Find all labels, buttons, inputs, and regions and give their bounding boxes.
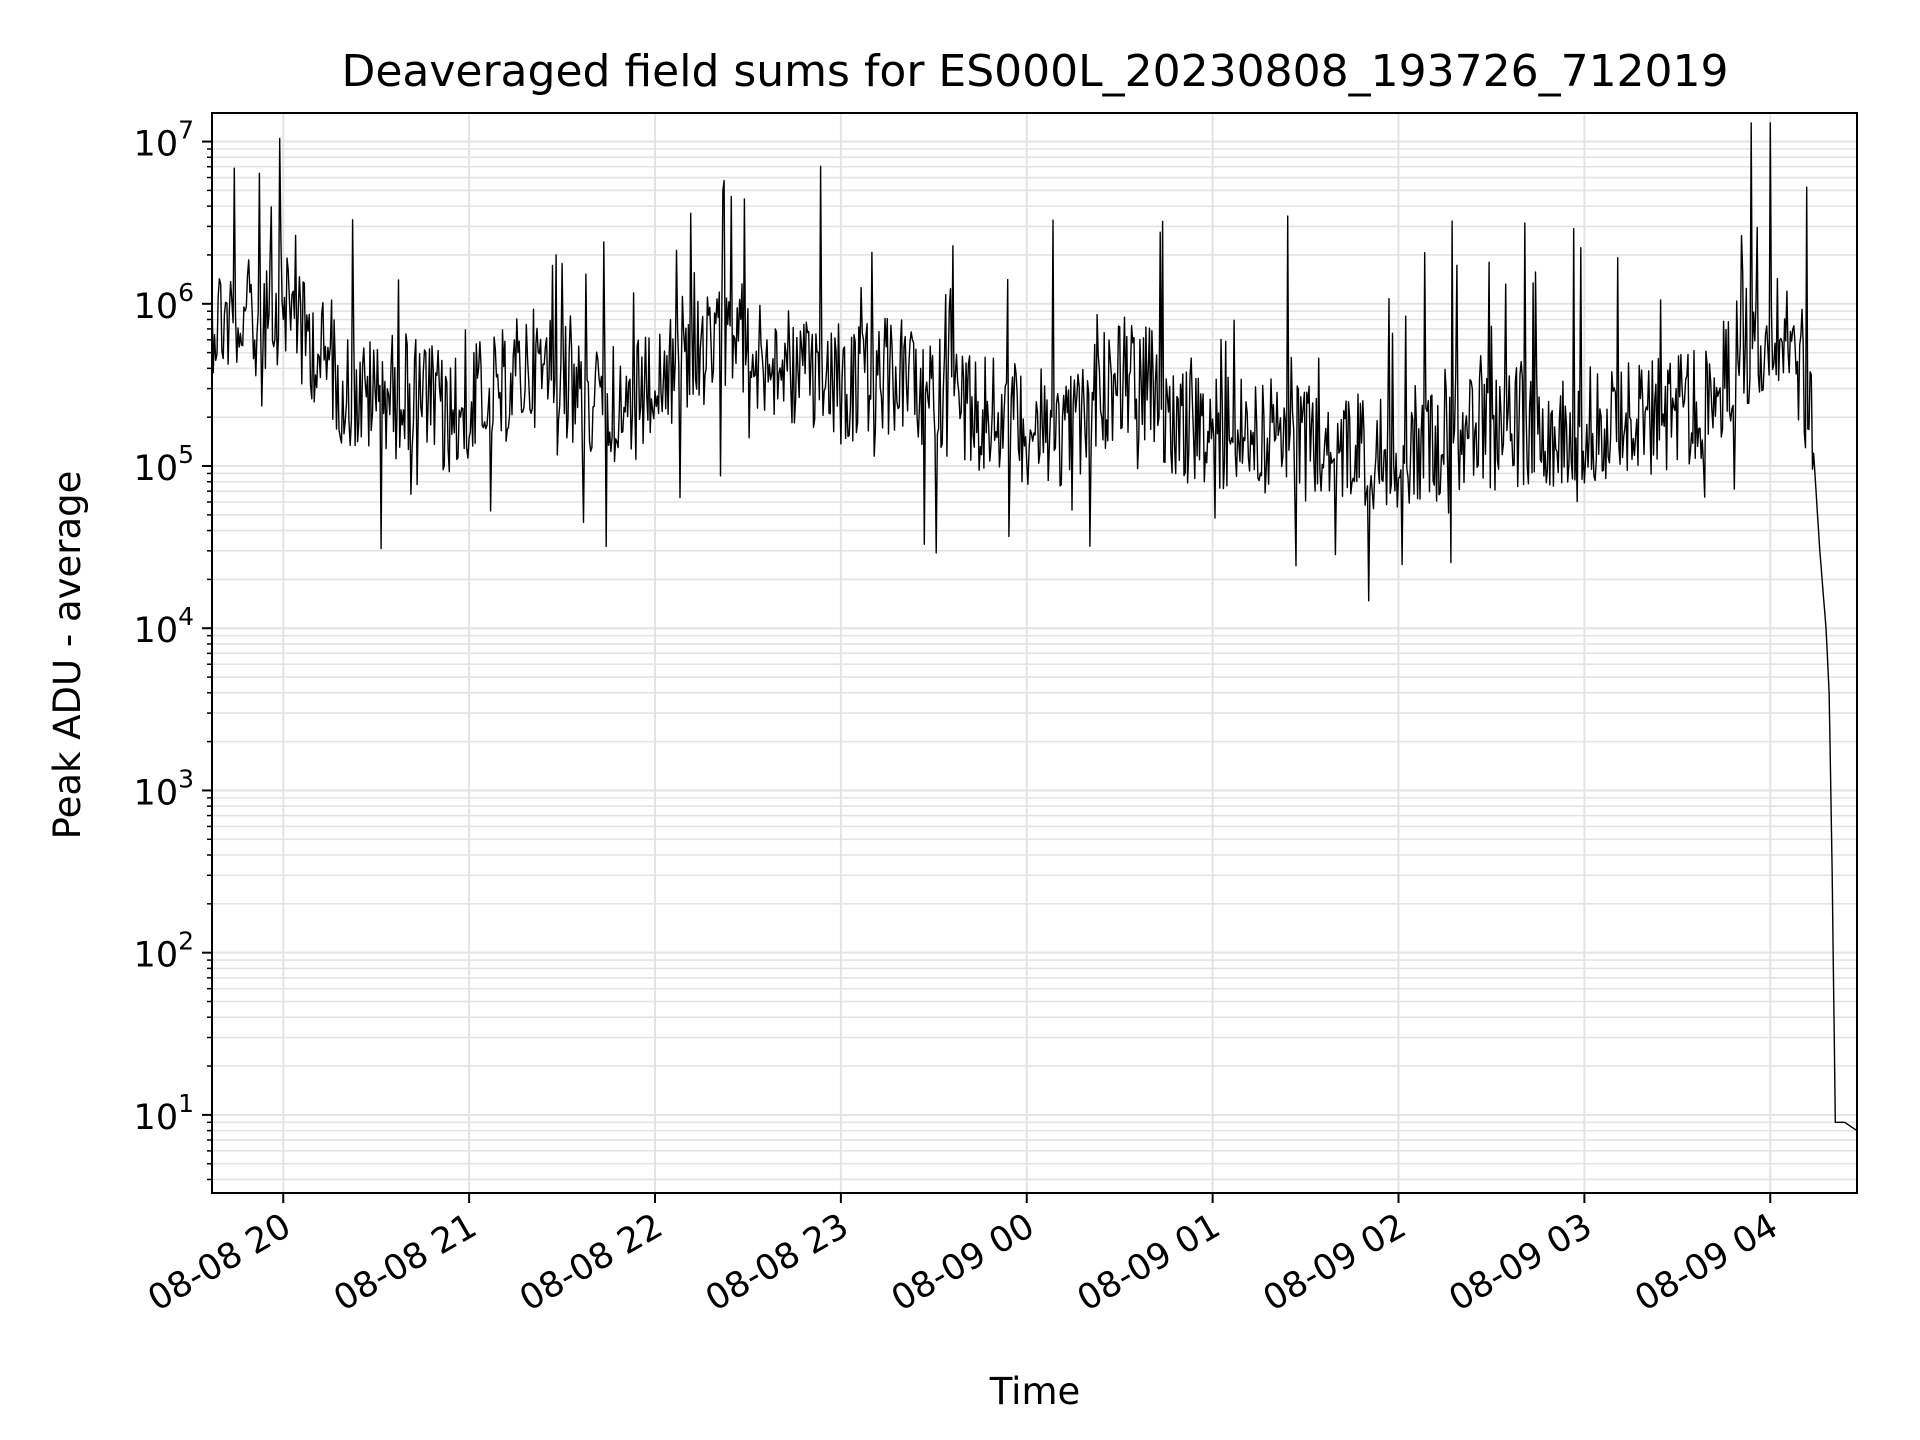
y-tick-label: 101 — [134, 1089, 194, 1138]
y-tick-label: 102 — [134, 927, 194, 976]
minor-grid — [212, 148, 1857, 1181]
x-axis-label: Time — [989, 1370, 1081, 1413]
y-tick-label: 103 — [134, 764, 194, 813]
y-axis-label: Peak ADU - average — [46, 471, 89, 840]
y-axis: 101 102 103 104 105 106 107 — [134, 116, 212, 1181]
series-layer — [211, 122, 1858, 1132]
y-tick-label: 105 — [134, 440, 194, 489]
y-tick-label: 104 — [134, 602, 194, 651]
major-grid — [212, 113, 1857, 1193]
series-line-0 — [211, 122, 1858, 1132]
y-tick-label: 107 — [134, 116, 194, 165]
chart-title: Deaveraged field sums for ES000L_2023080… — [341, 46, 1728, 97]
y-tick-label: 106 — [134, 278, 194, 327]
